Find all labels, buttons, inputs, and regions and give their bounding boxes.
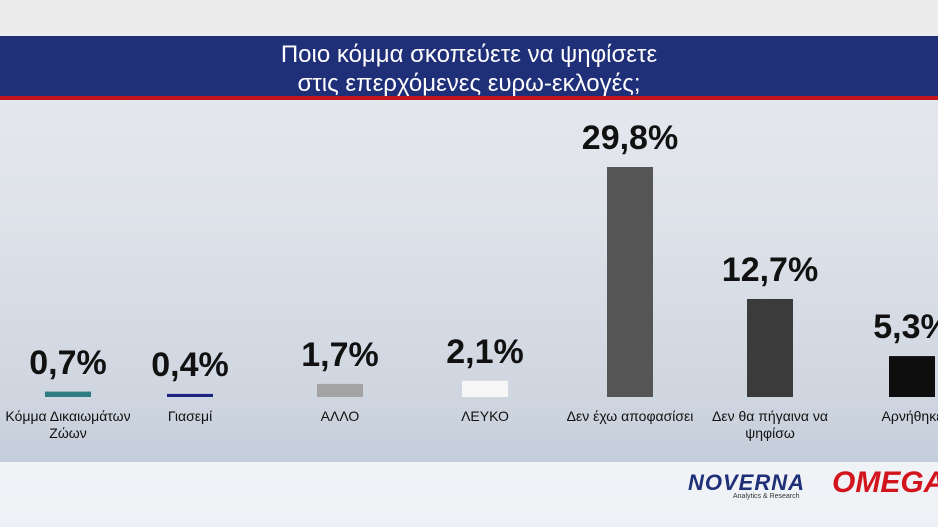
bar: [167, 393, 213, 397]
chart-title: στις επερχόμενες ευρω-εκλογές;: [297, 70, 641, 97]
bar: [607, 167, 653, 397]
value-label: 29,8%: [581, 119, 679, 157]
channel-logo: OMEGA: [832, 466, 938, 499]
value-label: 0,4%: [151, 345, 229, 384]
category-label: Αρνήθηκε: [881, 408, 938, 424]
title-banner: Ποιο κόμμα σκοπεύετε να ψηφίσετε στις επ…: [0, 36, 938, 100]
category-label: Κόμμα Δικαιωμάτων Ζώων: [5, 408, 131, 441]
category-label: Δεν θα πήγαινα να ψηφίσω: [712, 408, 828, 441]
bar: [889, 356, 935, 397]
category-label: ΛΕΥΚΟ: [461, 408, 509, 424]
top-band: [0, 0, 938, 36]
value-label: 2,1%: [446, 332, 524, 371]
chart-title: Ποιο κόμμα σκοπεύετε να ψηφίσετε: [280, 41, 658, 68]
value-label: 5,3%: [873, 308, 938, 347]
bar: [462, 380, 508, 397]
pollster-tagline: Analytics & Research: [733, 493, 800, 500]
bar: [317, 383, 363, 397]
pollster-logo: NOVERNA: [688, 470, 806, 495]
footer: [0, 462, 938, 527]
bar: [747, 298, 793, 397]
value-label: 12,7%: [721, 250, 819, 289]
category-label: ΑΛΛΟ: [320, 408, 360, 424]
category-label: Δεν έχω αποφασίσει: [566, 408, 694, 424]
value-label: 1,7%: [301, 335, 379, 374]
value-label: 0,7%: [29, 343, 107, 382]
category-label: Γιασεμί: [167, 408, 213, 424]
bar: [45, 391, 91, 397]
